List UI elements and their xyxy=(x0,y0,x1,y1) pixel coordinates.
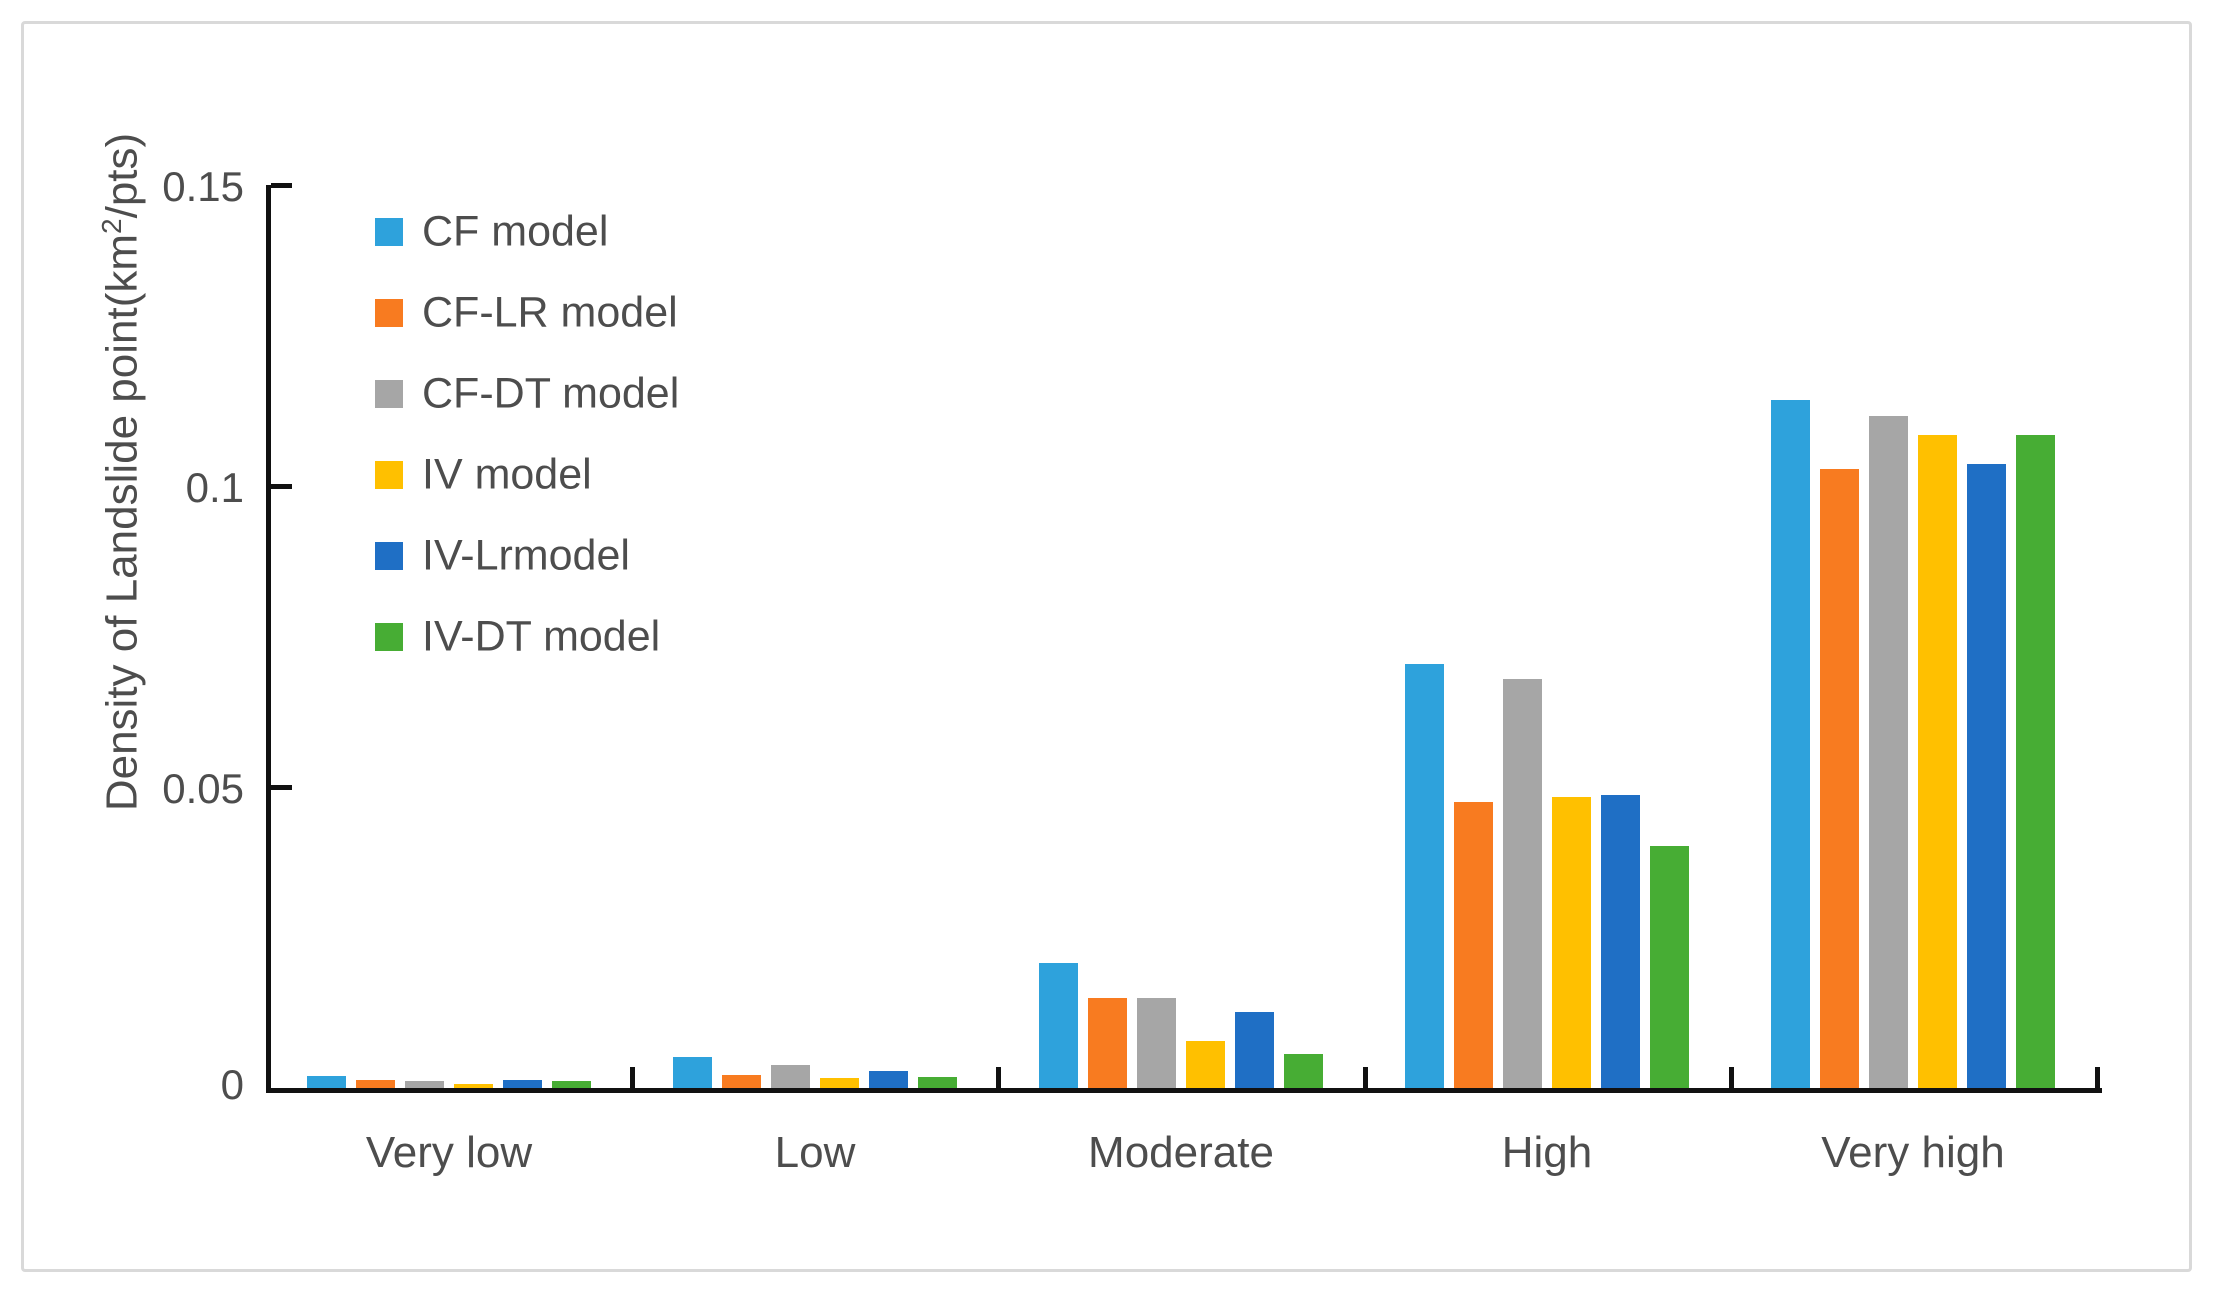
legend-swatch-icon xyxy=(375,299,403,327)
bar-iv-lrmodel-moderate xyxy=(1235,1012,1274,1088)
y-tick-label: 0.1 xyxy=(185,464,244,511)
y-axis-title-text: Density of Landslide point(km xyxy=(97,233,147,812)
legend-swatch-icon xyxy=(375,623,403,651)
bar-cf-lr-model-very-low xyxy=(356,1080,395,1088)
bar-iv-model-high xyxy=(1552,797,1591,1088)
bar-iv-model-very-low xyxy=(454,1084,493,1088)
category-label-very-low: Very low xyxy=(365,1128,533,1177)
y-axis-tick xyxy=(271,484,292,489)
x-axis-tick xyxy=(630,1067,635,1088)
bar-cf-model-high xyxy=(1405,664,1444,1088)
category-label-low: Low xyxy=(774,1128,856,1177)
category-label-moderate: Moderate xyxy=(1088,1128,1274,1177)
x-axis-tick xyxy=(1363,1067,1368,1088)
bar-cf-lr-model-moderate xyxy=(1088,998,1127,1088)
legend-label: IV model xyxy=(422,450,592,499)
bar-cf-dt-model-moderate xyxy=(1137,998,1176,1088)
bar-iv-model-very-high xyxy=(1918,435,1957,1088)
bar-iv-model-low xyxy=(820,1078,859,1088)
bar-iv-dt-model-low xyxy=(918,1077,957,1088)
bar-cf-model-very-high xyxy=(1771,400,1810,1088)
legend-label: CF model xyxy=(422,207,609,256)
legend-swatch-icon xyxy=(375,218,403,246)
bar-cf-lr-model-high xyxy=(1454,802,1493,1088)
y-axis-tick xyxy=(271,785,292,790)
legend-label: IV-DT model xyxy=(422,612,661,661)
bar-iv-lrmodel-low xyxy=(869,1071,908,1088)
bar-cf-dt-model-very-high xyxy=(1869,416,1908,1088)
legend-label: CF-DT model xyxy=(422,369,680,418)
category-label-very-high: Very high xyxy=(1821,1128,2005,1177)
bar-cf-model-low xyxy=(673,1057,712,1088)
bar-cf-dt-model-very-low xyxy=(405,1081,444,1088)
x-axis-tick xyxy=(996,1067,1001,1088)
bar-iv-dt-model-high xyxy=(1650,846,1689,1088)
bar-cf-dt-model-low xyxy=(771,1065,810,1088)
bar-iv-lrmodel-very-high xyxy=(1967,464,2006,1088)
bar-cf-model-moderate xyxy=(1039,963,1078,1088)
y-tick-label: 0.05 xyxy=(162,765,244,812)
bar-cf-model-very-low xyxy=(307,1076,346,1088)
y-tick-label: 0 xyxy=(220,1061,244,1108)
x-axis-line xyxy=(266,1088,2102,1093)
legend-swatch-icon xyxy=(375,542,403,570)
y-tick-label: 0.15 xyxy=(162,163,244,210)
bar-cf-dt-model-high xyxy=(1503,679,1542,1088)
bar-iv-lrmodel-very-low xyxy=(503,1080,542,1088)
y-axis-title-superscript: 2 xyxy=(96,218,127,234)
x-axis-tick xyxy=(2095,1067,2100,1088)
bar-iv-lrmodel-high xyxy=(1601,795,1640,1088)
bar-iv-dt-model-moderate xyxy=(1284,1054,1323,1088)
bar-iv-dt-model-very-low xyxy=(552,1081,591,1088)
y-axis-line xyxy=(266,185,271,1092)
y-axis-tick xyxy=(271,183,292,188)
legend-swatch-icon xyxy=(375,380,403,408)
category-label-high: High xyxy=(1501,1128,1593,1177)
bar-cf-lr-model-very-high xyxy=(1820,469,1859,1088)
legend-label: CF-LR model xyxy=(422,288,678,337)
legend-swatch-icon xyxy=(375,461,403,489)
bar-iv-model-moderate xyxy=(1186,1041,1225,1088)
bar-iv-dt-model-very-high xyxy=(2016,435,2055,1088)
bar-cf-lr-model-low xyxy=(722,1075,761,1088)
legend-label: IV-Lrmodel xyxy=(422,531,630,580)
x-axis-tick xyxy=(1729,1067,1734,1088)
